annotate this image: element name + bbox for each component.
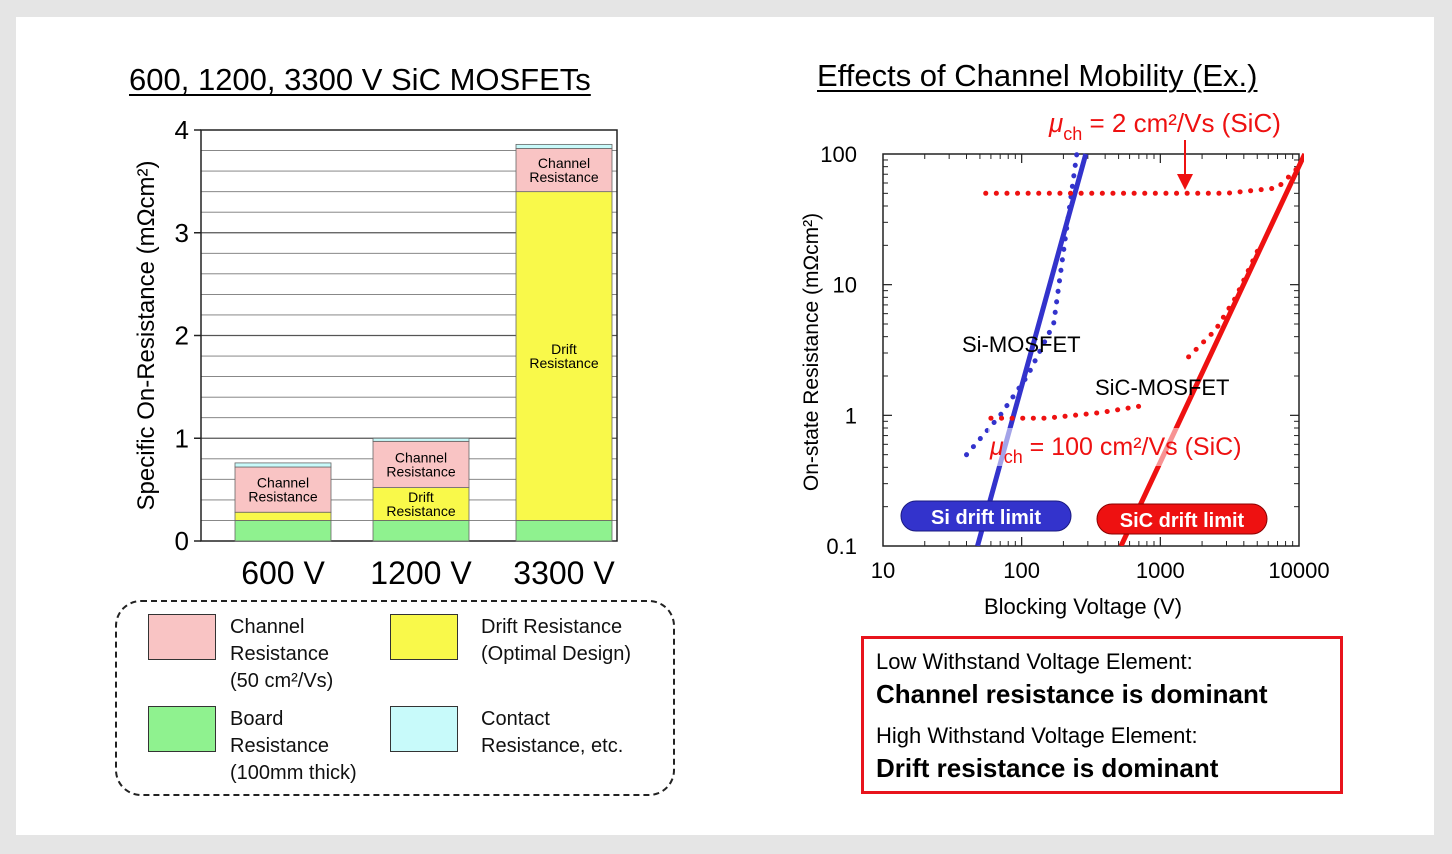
legend-label-line: (Optimal Design) (481, 643, 632, 665)
x-tick-label: 3300 V (513, 555, 615, 591)
legend-swatch (390, 614, 458, 660)
y-tick-label: 10 (833, 273, 857, 298)
bar-segment-label: Channel (395, 449, 447, 465)
y-tick-label: 1 (175, 423, 189, 453)
legend-label-line: Contact (481, 708, 550, 730)
y-tick-label: 1 (845, 403, 857, 428)
y-axis-label: On-state Resistance (mΩcm²) (800, 213, 823, 491)
mu-value: = 100 cm²/Vs (SiC) (1023, 433, 1242, 461)
y-tick-label: 100 (820, 142, 857, 167)
bar-segment-contact (234, 462, 332, 468)
legend-swatch (148, 706, 216, 752)
series-line-si_mosfet (964, 151, 1080, 458)
y-tick-label: 0.1 (826, 534, 857, 559)
note-channel-dominant: Channel resistance is dominant (876, 679, 1268, 709)
bar-segment-label: Resistance (529, 169, 598, 185)
bar-segment-label: Drift (551, 341, 577, 357)
sic-drift-limit-pill (1096, 503, 1268, 535)
plot-area (964, 151, 1304, 546)
bar-segment-label: Drift (408, 489, 434, 505)
legend-label: Board Resistance (100mm thick) (230, 706, 357, 787)
x-tick-label: 10 (871, 558, 895, 583)
x-axis-label: Blocking Voltage (V) (984, 594, 1182, 619)
bar-segment-drift (234, 511, 332, 521)
bar-segment-drift (372, 487, 470, 521)
bar-segment-board (234, 520, 332, 542)
bar-segment-contact (515, 143, 613, 149)
legend-label-line: Resistance (230, 735, 329, 757)
legend-label: Drift Resistance (Optimal Design) (481, 614, 631, 668)
note-high-voltage: High Withstand Voltage Element: (876, 723, 1198, 748)
legend-label-line: (100mm thick) (230, 762, 357, 784)
series-line-sic_mu2 (983, 164, 1302, 196)
bar-segment-label: Resistance (248, 489, 317, 505)
legend-box (115, 600, 675, 796)
note-drift-dominant: Drift resistance is dominant (876, 753, 1219, 783)
sic-drift-limit-label: SiC drift limit (1120, 510, 1245, 532)
legend-label: Channel Resistance (50 cm²/Vs) (230, 614, 333, 695)
mu-subscript: ch (1063, 124, 1082, 144)
mu-symbol: μ (989, 433, 1004, 461)
y-axis-label: Specific On-Resistance (mΩcm²) (133, 160, 160, 510)
stacked-bar-chart: 0 1 2 3 4 Specific On-Resistance (mΩcm²) 600 V… (133, 115, 618, 591)
bar-segment-label: Channel (257, 475, 309, 491)
y-tick-label: 3 (175, 218, 189, 248)
bar-segment-board (515, 520, 613, 542)
legend-swatch (148, 614, 216, 660)
bar-segment-label: Resistance (529, 355, 598, 371)
legend-label-line: Resistance, etc. (481, 735, 624, 757)
bar-segment-label: Resistance (386, 463, 455, 479)
bar-segment-drift (515, 191, 613, 521)
si-drift-limit-pill (900, 500, 1072, 532)
x-tick-label: 600 V (241, 555, 325, 591)
legend-label-line: Channel (230, 616, 305, 638)
legend-label-line: Board (230, 708, 284, 730)
legend-label-line: Resistance (230, 643, 329, 665)
loglog-line-chart: 10 100 1000 10000 0.1 1 10 100 Blocking Voltage … (800, 108, 1330, 619)
legend-swatch (390, 706, 458, 752)
annotation-mu100: μch = 100 cm²/Vs (SiC) (989, 433, 1242, 467)
y-tick-label: 4 (175, 115, 189, 145)
annotation-sic-mosfet: SiC-MOSFET (1095, 375, 1229, 400)
si-drift-limit-label: Si drift limit (931, 507, 1041, 529)
bar-segment-contact (372, 437, 470, 442)
series-line-sic_mu100 (988, 402, 1150, 421)
annotation-si-mosfet: Si-MOSFET (962, 332, 1081, 357)
legend-label: Contact Resistance, etc. (481, 706, 623, 760)
mu-value: = 2 cm²/Vs (SiC) (1082, 108, 1281, 138)
x-tick-label: 100 (1003, 558, 1040, 583)
left-chart-title: 600, 1200, 3300 V SiC MOSFETs (129, 62, 591, 97)
mu-symbol: μ (1048, 108, 1063, 138)
y-tick-label: 0 (175, 526, 189, 556)
bar-segment-label: Resistance (386, 503, 455, 519)
annotation-bg (988, 428, 1278, 466)
plot-frame (882, 153, 1300, 547)
x-tick-label: 1200 V (370, 555, 472, 591)
bar-segment-label: Channel (538, 155, 590, 171)
annotation-mu2: μch = 2 cm²/Vs (SiC) (1048, 108, 1281, 144)
legend-label-line: (50 cm²/Vs) (230, 670, 334, 692)
conclusion-box: Low Withstand Voltage Element: Channel r… (861, 636, 1343, 794)
bar-segment-channel (234, 466, 332, 513)
bar-segment-board (372, 520, 470, 542)
note-low-voltage: Low Withstand Voltage Element: (876, 649, 1193, 674)
arrow-head (1177, 174, 1193, 190)
bar-segment-channel (515, 148, 613, 193)
x-tick-label: 1000 (1136, 558, 1185, 583)
mu-subscript: ch (1004, 447, 1023, 467)
x-tick-label: 10000 (1268, 558, 1329, 583)
series-line-sic_limit (1118, 152, 1304, 546)
right-chart-title: Effects of Channel Mobility (Ex.) (817, 58, 1258, 93)
series-line-sic_mu100_upper (1186, 248, 1260, 360)
y-tick-label: 2 (175, 321, 189, 351)
legend-label-line: Drift Resistance (481, 616, 623, 638)
